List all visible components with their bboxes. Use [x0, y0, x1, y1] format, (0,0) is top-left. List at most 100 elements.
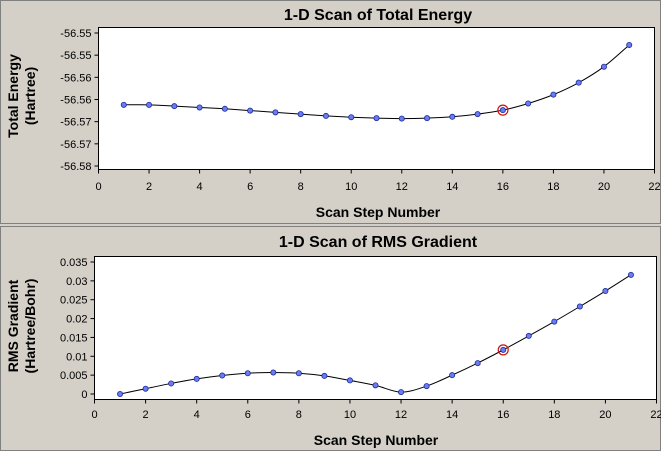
gradient-data-point	[295, 370, 302, 377]
energy-y-tick-label: -56.58	[60, 161, 91, 173]
energy-x-tick-label: 0	[95, 181, 101, 193]
gradient-x-tick-label: 6	[245, 409, 251, 421]
energy-data-point	[550, 91, 557, 98]
energy-y-tick-label: -56.57	[60, 139, 91, 151]
energy-data-point	[525, 100, 532, 107]
gradient-highlight-marker	[497, 344, 509, 356]
energy-y-ticks: -56.58 -56.57 -56.57 -56.56 -56.56 -56.55 -56.…	[60, 28, 99, 173]
gradient-x-tick-label: 20	[599, 409, 611, 421]
energy-x-tick-label: 20	[598, 181, 610, 193]
energy-plot-area	[98, 27, 655, 170]
energy-x-tick-label: 14	[446, 181, 458, 193]
gradient-data-point	[525, 332, 532, 339]
energy-x-tick-label: 12	[396, 181, 408, 193]
gradient-x-tick-label: 16	[497, 409, 509, 421]
gradient-y-axis-label-line1: RMS Gradient	[5, 279, 21, 372]
energy-data-point	[120, 101, 127, 108]
gradient-y-tick-label: 0.005	[60, 370, 88, 382]
gradient-data-point	[168, 380, 175, 387]
energy-data-point	[626, 41, 633, 48]
gradient-y-tick-label: 0	[81, 389, 87, 401]
energy-y-axis-label-line1: Total Energy	[5, 54, 21, 138]
gradient-x-tick-label: 2	[143, 409, 149, 421]
gradient-data-point	[193, 375, 200, 382]
gradient-y-tick-label: 0.035	[60, 257, 88, 269]
energy-data-point	[348, 114, 355, 121]
energy-x-tick-label: 4	[197, 181, 203, 193]
energy-data-point	[575, 79, 582, 86]
gradient-data-point	[219, 372, 226, 379]
energy-data-point	[600, 63, 607, 70]
gradient-data-point	[117, 390, 124, 397]
gradient-x-tick-label: 18	[548, 409, 560, 421]
gradient-data-point	[576, 303, 583, 310]
energy-data-point	[297, 111, 304, 118]
gradient-data-point	[474, 360, 481, 367]
energy-x-tick-label: 6	[247, 181, 253, 193]
energy-data-point	[373, 115, 380, 122]
gradient-y-tick-label: 0.03	[66, 276, 87, 288]
gradient-data-point	[142, 385, 149, 392]
energy-x-tick-label: 8	[298, 181, 304, 193]
energy-chart-panel: 1-D Scan of Total Energy -56.58-56.57-56…	[0, 0, 661, 224]
gradient-chart-title: 1-D Scan of RMS Gradient	[279, 234, 478, 251]
gradient-y-tick-label: 0.02	[66, 314, 87, 326]
energy-x-axis-label: Scan Step Number	[316, 204, 441, 220]
energy-data-point	[322, 112, 329, 119]
energy-y-tick-label: -56.55	[60, 50, 91, 62]
gradient-data-point	[321, 372, 328, 379]
gradient-data-point	[372, 382, 379, 389]
gradient-data-point	[449, 372, 456, 379]
gradient-data-point	[602, 288, 609, 295]
energy-data-point	[247, 107, 254, 114]
gradient-series	[117, 271, 634, 397]
energy-data-point	[424, 115, 431, 122]
energy-data-point	[272, 109, 279, 116]
energy-y-tick-label: -56.57	[60, 117, 91, 129]
energy-x-tick-label: 22	[648, 181, 660, 193]
energy-data-point	[196, 104, 203, 111]
gradient-x-axis-label: Scan Step Number	[314, 432, 439, 448]
energy-x-tick-label: 10	[345, 181, 357, 193]
energy-x-tick-label: 2	[146, 181, 152, 193]
gradient-data-point	[244, 370, 251, 377]
energy-chart-title: 1-D Scan of Total Energy	[284, 7, 472, 24]
gradient-data-point	[346, 377, 353, 384]
energy-y-axis-label-line2: (Hartree)	[22, 67, 38, 125]
gradient-x-tick-label: 10	[344, 409, 356, 421]
gradient-y-axis-label-line2: (Hartree/Bohr)	[22, 279, 38, 374]
energy-data-point	[449, 113, 456, 120]
gradient-x-tick-label: 22	[650, 409, 661, 421]
energy-y-tick-label: -56.56	[60, 72, 91, 84]
energy-x-tick-label: 16	[497, 181, 509, 193]
energy-data-point	[398, 115, 405, 122]
energy-data-point	[171, 103, 178, 110]
energy-data-point	[221, 105, 228, 112]
gradient-x-ticks: 0 2 4 6 8 10 12 14 16 18 20 22	[91, 399, 661, 421]
energy-series	[120, 41, 633, 122]
gradient-x-tick-label: 8	[296, 409, 302, 421]
gradient-x-tick-label: 12	[395, 409, 407, 421]
gradient-y-tick-label: 0.01	[66, 351, 87, 363]
gradient-data-point	[398, 389, 405, 396]
gradient-y-tick-label: 0.015	[60, 332, 88, 344]
energy-data-point	[499, 107, 506, 114]
energy-data-point	[146, 101, 153, 108]
gradient-x-tick-label: 4	[194, 409, 200, 421]
energy-highlight-marker	[497, 104, 509, 116]
gradient-x-tick-label: 14	[446, 409, 458, 421]
gradient-y-ticks: 0 0.005 0.01 0.015 0.02 0.025 0.03 0.035	[60, 257, 95, 401]
gradient-plot-area	[94, 256, 657, 400]
energy-y-tick-label: -56.56	[60, 95, 91, 107]
gradient-x-tick-label: 0	[91, 409, 97, 421]
gradient-y-tick-label: 0.025	[60, 295, 88, 307]
energy-y-tick-label: -56.55	[60, 28, 91, 40]
gradient-data-point	[500, 346, 507, 353]
gradient-data-point	[270, 369, 277, 376]
gradient-data-point	[423, 383, 430, 390]
energy-data-point	[474, 111, 481, 118]
energy-x-ticks: 0 2 4 6 8 10 12 14 16 18 20 22	[95, 169, 661, 193]
gradient-chart-panel: 1-D Scan of RMS Gradient 0 0.005 0.01 0.015…	[0, 226, 661, 451]
gradient-data-point	[551, 318, 558, 325]
